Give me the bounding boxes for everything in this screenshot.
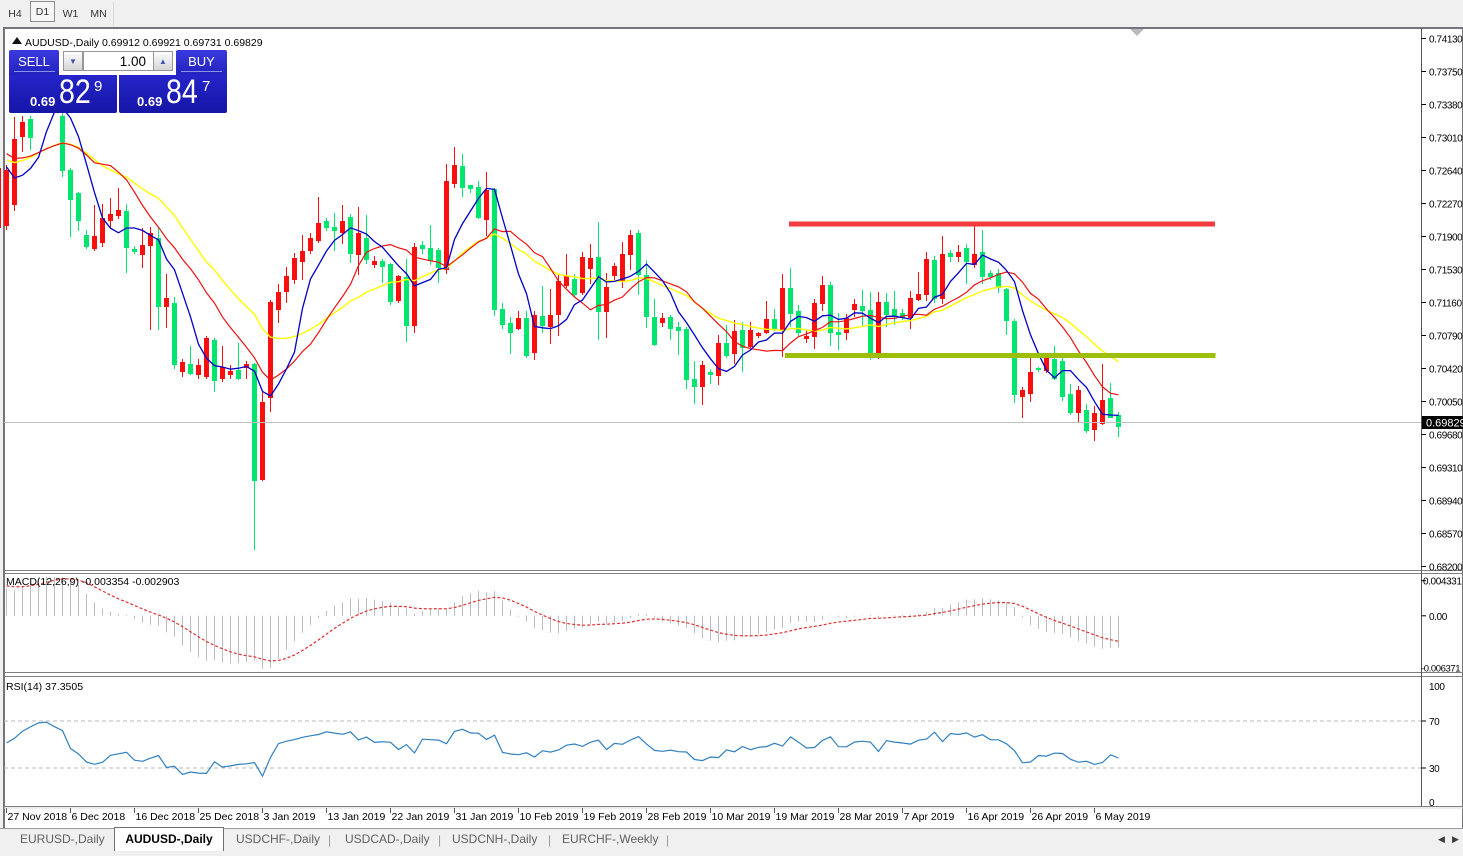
svg-text:0.73380: 0.73380 xyxy=(1429,101,1463,112)
svg-text:10 Mar 2019: 10 Mar 2019 xyxy=(712,811,771,823)
svg-text:0.71900: 0.71900 xyxy=(1429,233,1463,244)
svg-text:13 Jan 2019: 13 Jan 2019 xyxy=(328,811,386,823)
svg-text:10 Feb 2019: 10 Feb 2019 xyxy=(520,811,579,823)
svg-text:0.74130: 0.74130 xyxy=(1429,35,1463,46)
svg-text:25 Dec 2018: 25 Dec 2018 xyxy=(200,811,260,823)
svg-text:MACD(12,26,9) -0.003354 -0.002: MACD(12,26,9) -0.003354 -0.002903 xyxy=(6,576,180,588)
svg-text:RSI(14) 37.3505: RSI(14) 37.3505 xyxy=(6,681,83,693)
svg-text:16 Dec 2018: 16 Dec 2018 xyxy=(136,811,196,823)
svg-text:0.69680: 0.69680 xyxy=(1429,431,1463,442)
svg-text:0.70790: 0.70790 xyxy=(1429,332,1463,343)
svg-text:0.70050: 0.70050 xyxy=(1429,398,1463,409)
svg-text:0.00: 0.00 xyxy=(1429,612,1448,623)
svg-text:-0.006371: -0.006371 xyxy=(1421,664,1460,675)
svg-text:3 Jan 2019: 3 Jan 2019 xyxy=(264,811,316,823)
svg-text:6 Dec 2018: 6 Dec 2018 xyxy=(72,811,126,823)
svg-text:22 Jan 2019: 22 Jan 2019 xyxy=(392,811,450,823)
svg-text:26 Apr 2019: 26 Apr 2019 xyxy=(1032,811,1089,823)
svg-text:70: 70 xyxy=(1429,717,1440,728)
svg-text:0.69829: 0.69829 xyxy=(1426,418,1463,430)
svg-text:100: 100 xyxy=(1429,682,1445,693)
svg-text:0.68940: 0.68940 xyxy=(1429,497,1463,508)
svg-text:0.71530: 0.71530 xyxy=(1429,266,1463,277)
svg-text:0.004331: 0.004331 xyxy=(1423,577,1462,588)
svg-text:27 Nov 2018: 27 Nov 2018 xyxy=(8,811,68,823)
svg-text:0.73750: 0.73750 xyxy=(1429,68,1463,79)
svg-text:28 Feb 2019: 28 Feb 2019 xyxy=(648,811,707,823)
svg-text:16 Apr 2019: 16 Apr 2019 xyxy=(968,811,1025,823)
svg-text:6 May 2019: 6 May 2019 xyxy=(1096,811,1151,823)
svg-text:0.72640: 0.72640 xyxy=(1429,167,1463,178)
svg-text:0.69310: 0.69310 xyxy=(1429,464,1463,475)
svg-text:0.71160: 0.71160 xyxy=(1429,299,1462,310)
svg-text:AUDUSD-,Daily 0.69912 0.69921: AUDUSD-,Daily 0.69912 0.69921 0.69731 0.… xyxy=(25,37,263,49)
svg-text:0.68200: 0.68200 xyxy=(1429,563,1463,574)
svg-text:19 Feb 2019: 19 Feb 2019 xyxy=(584,811,643,823)
svg-text:31 Jan 2019: 31 Jan 2019 xyxy=(456,811,514,823)
svg-text:0.68570: 0.68570 xyxy=(1429,530,1463,541)
svg-text:0.70420: 0.70420 xyxy=(1429,365,1463,376)
svg-text:0.73010: 0.73010 xyxy=(1429,134,1463,145)
svg-text:19 Mar 2019: 19 Mar 2019 xyxy=(776,811,835,823)
svg-text:7 Apr 2019: 7 Apr 2019 xyxy=(904,811,955,823)
svg-text:30: 30 xyxy=(1429,764,1440,775)
svg-text:0.72270: 0.72270 xyxy=(1429,200,1463,211)
svg-text:0: 0 xyxy=(1429,798,1435,809)
svg-text:28 Mar 2019: 28 Mar 2019 xyxy=(840,811,899,823)
